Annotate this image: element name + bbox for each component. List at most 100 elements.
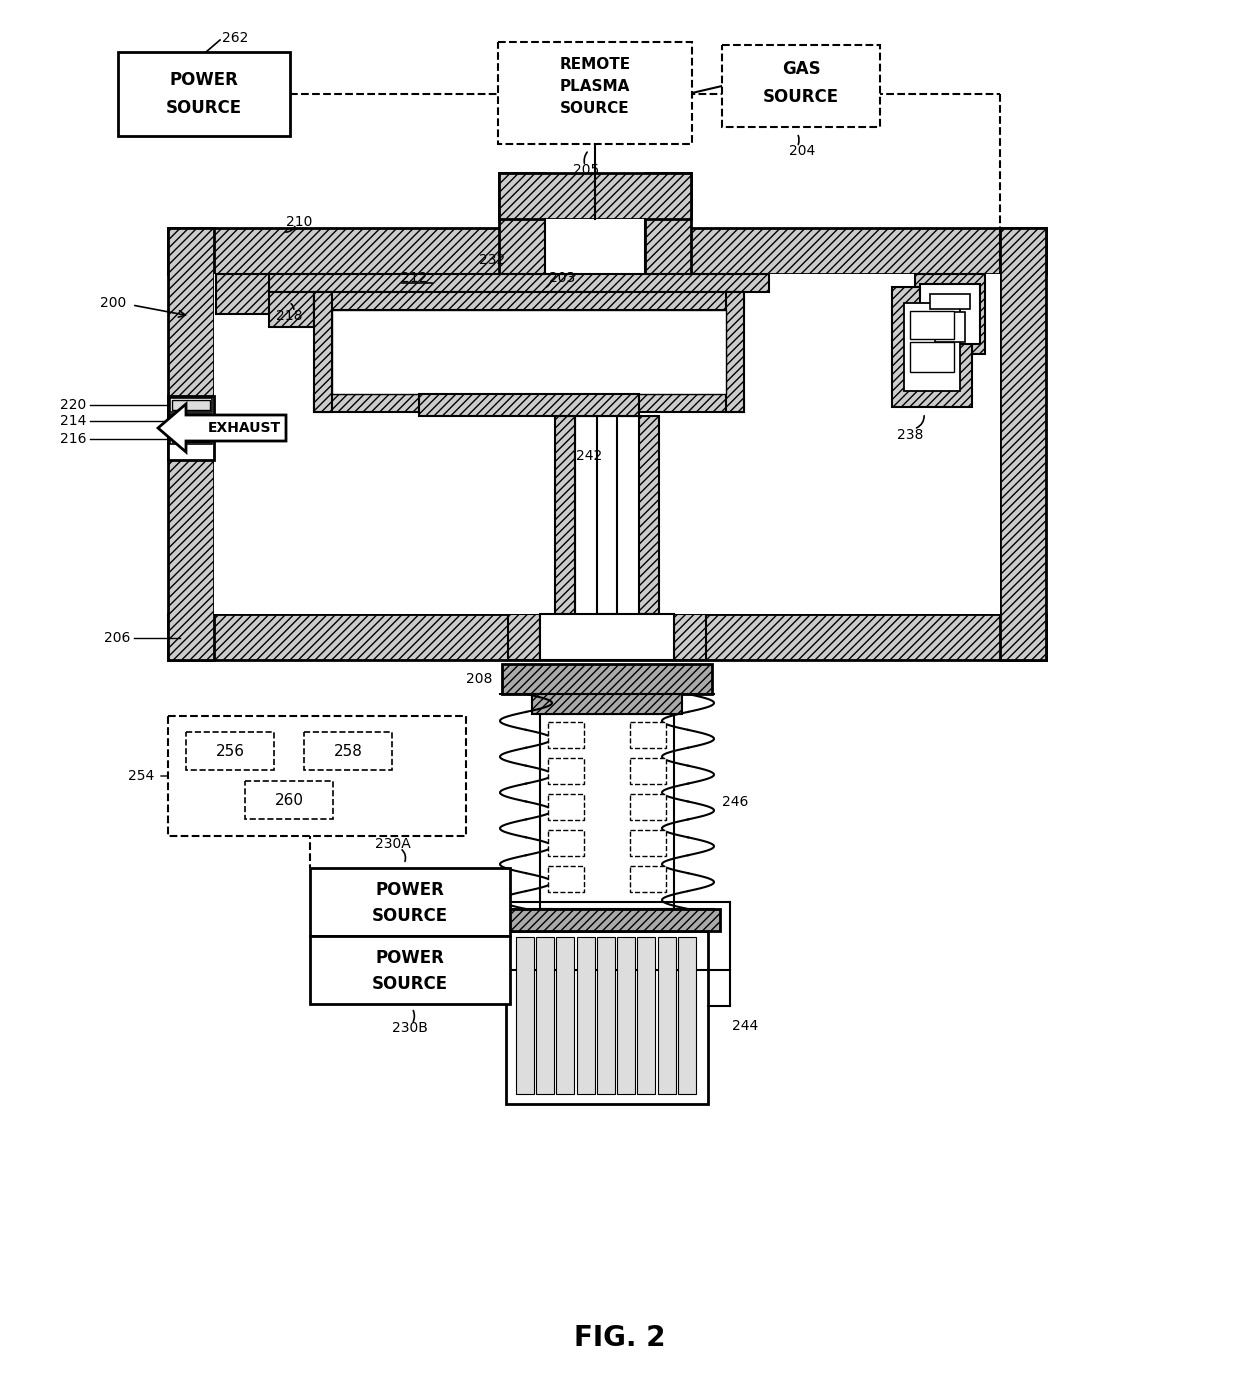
Text: POWER: POWER [376,949,444,967]
Text: SOURCE: SOURCE [763,88,839,106]
Bar [506,931,708,1104]
Text: 238: 238 [897,428,924,442]
Bar [645,172,691,274]
Bar [246,781,334,819]
Text: POWER: POWER [170,71,238,89]
Bar [596,416,618,614]
Bar [539,614,675,660]
Bar [630,830,666,856]
Bar [725,292,744,411]
Bar [167,614,1047,660]
Text: 205: 205 [573,163,599,177]
Bar [999,228,1047,660]
Bar [548,758,584,784]
Bar [548,794,584,820]
Text: 200: 200 [99,296,126,310]
Bar [310,935,510,1004]
Bar [630,758,666,784]
Bar [577,937,595,1094]
Bar [167,396,215,460]
Text: 214: 214 [60,414,86,428]
Text: 220: 220 [60,398,86,411]
Bar [167,716,466,835]
Bar [596,937,615,1094]
Bar [637,937,655,1094]
Bar [516,937,534,1094]
Bar [170,414,212,428]
Text: 260: 260 [274,792,304,808]
Text: 210: 210 [286,215,312,229]
Bar [216,274,272,314]
Text: 206: 206 [104,631,130,645]
Bar [548,830,584,856]
Text: 212: 212 [401,271,428,285]
Text: 203: 203 [549,271,575,285]
Bar [546,220,645,274]
Text: SOURCE: SOURCE [560,100,630,115]
Bar [915,274,985,354]
Polygon shape [157,404,286,452]
Bar [172,416,210,425]
Bar [556,416,575,614]
Text: PLASMA: PLASMA [559,78,630,93]
Bar [536,937,554,1094]
Bar [618,937,635,1094]
Bar [498,172,691,220]
Bar [548,721,584,748]
Text: 230B: 230B [392,1022,428,1036]
Text: REMOTE: REMOTE [559,57,631,71]
Text: SOURCE: SOURCE [372,974,448,992]
Bar [170,430,212,443]
Bar [722,44,880,126]
Bar [508,614,539,660]
Bar [304,733,392,770]
Text: 246: 246 [722,795,749,809]
Bar [920,284,980,343]
Bar [310,867,510,935]
Bar [548,866,584,892]
Bar [910,311,954,339]
Text: 232: 232 [479,253,505,267]
Bar [557,937,574,1094]
Bar [675,614,706,660]
Bar [532,694,682,714]
Bar [332,310,725,393]
Bar [498,42,692,145]
Text: FIG. 2: FIG. 2 [574,1325,666,1352]
Bar [314,292,332,411]
Bar [498,172,546,274]
Bar [419,393,639,416]
Text: 218: 218 [277,309,303,322]
Bar [172,400,210,410]
Bar [314,393,744,411]
Bar [892,286,972,407]
Text: 230A: 230A [374,837,410,851]
Text: 242: 242 [575,449,601,463]
Bar [118,51,290,136]
Bar [172,432,210,442]
Bar [657,937,676,1094]
Text: 258: 258 [334,744,362,759]
Bar [494,909,720,931]
Bar [215,274,999,614]
Bar [186,733,274,770]
Bar [904,303,960,391]
Bar [639,416,658,614]
Bar [539,714,675,909]
Bar [269,274,769,292]
Text: 254: 254 [128,769,154,783]
Bar [170,398,212,411]
Bar [502,664,712,694]
Text: 262: 262 [222,31,248,44]
Bar [930,295,970,309]
Bar [539,614,675,660]
Bar [630,794,666,820]
Text: EXHAUST: EXHAUST [207,421,280,435]
Bar [167,396,215,460]
Text: SOURCE: SOURCE [166,99,242,117]
Bar [630,721,666,748]
Text: 216: 216 [60,432,86,446]
Text: 208: 208 [466,671,492,687]
Text: SOURCE: SOURCE [372,908,448,924]
Text: POWER: POWER [376,881,444,899]
